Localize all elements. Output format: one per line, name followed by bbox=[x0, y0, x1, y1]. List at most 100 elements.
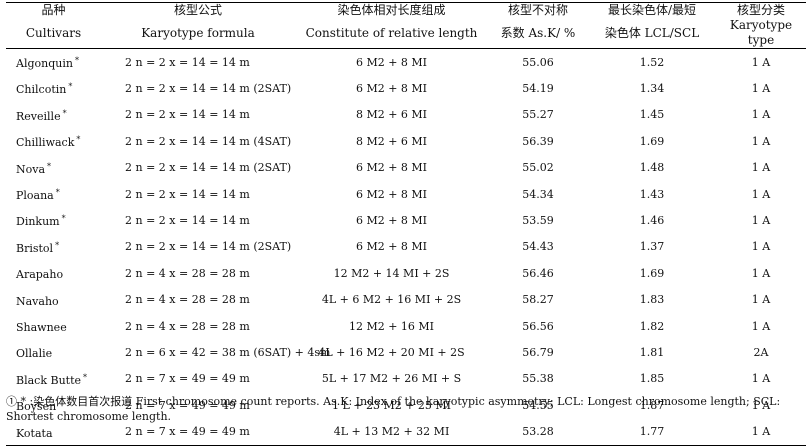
cell-formula: 2 n = 7 x = 49 = 49 m bbox=[125, 372, 250, 386]
cell-asymmetry: 55.27 bbox=[522, 108, 554, 122]
cell-karyotype-type: 1 A bbox=[751, 55, 771, 69]
cell-constitute: 6 M2 + 8 MI bbox=[355, 55, 428, 69]
table-row: Boysen 2 n = 7 x = 49 = 49 m 1 L + 23 M2 +… bbox=[6, 392, 806, 418]
cell-formula: 2 n = 2 x = 14 = 14 m bbox=[125, 213, 250, 227]
cultivar-name: Dinkum bbox=[16, 215, 60, 229]
cell-asymmetry: 56.39 bbox=[522, 134, 554, 148]
cell-cultivar: Reveille * bbox=[6, 102, 101, 128]
cell-karyotype-type: 1 A bbox=[751, 372, 771, 386]
cell-asymmetry: 56.79 bbox=[522, 345, 554, 359]
cell-formula: 2 n = 2 x = 14 = 14 m (2SAT) bbox=[125, 81, 292, 95]
cell-constitute: 5L + 17 M2 + 26 MI + S bbox=[321, 372, 462, 386]
cell-lcl-scl: 1.69 bbox=[639, 266, 665, 280]
cell-constitute: 4L + 6 M2 + 16 MI + 2S bbox=[321, 293, 462, 307]
cell-cultivar: Boysen bbox=[6, 392, 101, 418]
header-constitute-zh: 染色体相对长度组成 bbox=[295, 2, 488, 18]
first-report-mark: * bbox=[83, 372, 88, 382]
cell-constitute: 6 M2 + 8 MI bbox=[355, 161, 428, 175]
cell-asymmetry: 56.56 bbox=[522, 319, 554, 333]
cultivar-name: Kotata bbox=[16, 426, 53, 440]
cell-karyotype-type: 1 A bbox=[751, 187, 771, 201]
cell-formula: 2 n = 2 x = 14 = 14 m (2SAT) bbox=[125, 161, 292, 175]
header-type-en: Karyotype type bbox=[716, 18, 806, 49]
cell-constitute: 12 M2 + 16 MI bbox=[348, 319, 435, 333]
table-row: Chilliwack * 2 n = 2 x = 14 = 14 m (4SAT) 8… bbox=[6, 128, 806, 154]
cell-cultivar: Ploana * bbox=[6, 181, 101, 207]
cultivar-name: Bristol bbox=[16, 241, 54, 255]
cell-karyotype-type: 1 A bbox=[751, 81, 771, 95]
cell-constitute: 8 M2 + 6 MI bbox=[355, 108, 428, 122]
cell-cultivar: Chilcotin * bbox=[6, 75, 101, 101]
cell-formula: 2 n = 2 x = 14 = 14 m (4SAT) bbox=[125, 134, 292, 148]
table-row: Ploana * 2 n = 2 x = 14 = 14 m 6 M2 + 8 MI 5… bbox=[6, 181, 806, 207]
cell-karyotype-type: 1 A bbox=[751, 398, 771, 412]
cell-lcl-scl: 1.82 bbox=[639, 319, 665, 333]
cultivar-name: Black Butte bbox=[16, 373, 82, 387]
cell-asymmetry: 54.43 bbox=[522, 240, 554, 254]
first-report-mark: * bbox=[68, 82, 73, 92]
cell-cultivar: Algonquin * bbox=[6, 49, 101, 76]
cultivar-name: Chilcotin bbox=[16, 83, 67, 97]
cell-cultivar: Arapaho bbox=[6, 260, 101, 286]
table-row: Chilcotin * 2 n = 2 x = 14 = 14 m (2SAT) 6 … bbox=[6, 75, 806, 101]
header-asym-en: 系数 As.K/ % bbox=[488, 18, 588, 49]
cell-karyotype-type: 2A bbox=[753, 345, 769, 359]
header-asym-zh: 核型不对称 bbox=[488, 2, 588, 18]
header-constitute-en: Constitute of relative length bbox=[295, 18, 488, 49]
cell-lcl-scl: 1.34 bbox=[639, 81, 665, 95]
table-row: Shawnee 2 n = 4 x = 28 = 28 m 12 M2 + 16 M… bbox=[6, 313, 806, 339]
cell-karyotype-type: 1 A bbox=[751, 108, 771, 122]
cell-cultivar: Bristol * bbox=[6, 234, 101, 260]
cell-formula: 2 n = 4 x = 28 = 28 m bbox=[125, 266, 250, 280]
cell-asymmetry: 53.59 bbox=[522, 213, 554, 227]
first-report-mark: * bbox=[76, 135, 81, 145]
table-row: Nova * 2 n = 2 x = 14 = 14 m (2SAT) 6 M2 + … bbox=[6, 155, 806, 181]
cell-constitute: 6 M2 + 8 MI bbox=[355, 240, 428, 254]
cell-asymmetry: 58.27 bbox=[522, 293, 554, 307]
cell-asymmetry: 56.46 bbox=[522, 266, 554, 280]
table-row: Reveille * 2 n = 2 x = 14 = 14 m 8 M2 + 6 M… bbox=[6, 102, 806, 128]
table-header: 品种 核型公式 染色体相对长度组成 核型不对称 最长染色体/最短 核型分类 Cu… bbox=[6, 2, 806, 49]
cell-formula: 2 n = 2 x = 14 = 14 m bbox=[125, 187, 250, 201]
cell-constitute: 8 M2 + 6 MI bbox=[355, 134, 428, 148]
cell-cultivar: Nova * bbox=[6, 155, 101, 181]
cell-formula: 2 n = 4 x = 28 = 28 m bbox=[125, 293, 250, 307]
cell-lcl-scl: 1.69 bbox=[639, 134, 665, 148]
cell-formula: 2 n = 2 x = 14 = 14 m (2SAT) bbox=[125, 240, 292, 254]
cell-lcl-scl: 1.37 bbox=[639, 240, 665, 254]
cell-cultivar: Chilliwack * bbox=[6, 128, 101, 154]
karyotype-table: 品种 核型公式 染色体相对长度组成 核型不对称 最长染色体/最短 核型分类 Cu… bbox=[6, 2, 806, 446]
cell-karyotype-type: 1 A bbox=[751, 293, 771, 307]
cell-lcl-scl: 1.87 bbox=[639, 398, 665, 412]
cell-lcl-scl: 1.45 bbox=[639, 108, 665, 122]
cell-cultivar: Ollalie bbox=[6, 339, 101, 365]
table-row: Algonquin * 2 n = 2 x = 14 = 14 m 6 M2 + 8 … bbox=[6, 49, 806, 76]
header-cultivars-zh: 品种 bbox=[6, 2, 101, 18]
cell-constitute: 12 M2 + 14 MI + 2S bbox=[333, 266, 450, 280]
cell-constitute: 1 L + 23 M2 + 25 MI bbox=[331, 398, 452, 412]
cell-lcl-scl: 1.48 bbox=[639, 161, 665, 175]
karyotype-table-wrapper: 品种 核型公式 染色体相对长度组成 核型不对称 最长染色体/最短 核型分类 Cu… bbox=[6, 2, 806, 446]
cultivar-name: Reveille bbox=[16, 109, 61, 123]
cell-formula: 2 n = 4 x = 28 = 28 m bbox=[125, 319, 250, 333]
cell-asymmetry: 54.55 bbox=[522, 398, 554, 412]
table-row: Ollalie 2 n = 6 x = 42 = 38 m (6SAT) + 4s… bbox=[6, 339, 806, 365]
cell-asymmetry: 55.06 bbox=[522, 55, 554, 69]
cell-karyotype-type: 1 A bbox=[751, 213, 771, 227]
cell-asymmetry: 54.34 bbox=[522, 187, 554, 201]
cell-constitute: 4L + 16 M2 + 20 MI + 2S bbox=[318, 345, 465, 359]
cell-karyotype-type: 1 A bbox=[751, 319, 771, 333]
first-report-mark: * bbox=[62, 108, 67, 118]
first-report-mark: * bbox=[55, 240, 60, 250]
cell-asymmetry: 55.38 bbox=[522, 372, 554, 386]
first-report-mark: * bbox=[47, 161, 52, 171]
cell-cultivar: Navaho bbox=[6, 287, 101, 313]
table-body: Algonquin * 2 n = 2 x = 14 = 14 m 6 M2 + 8 … bbox=[6, 49, 806, 446]
cultivar-name: Shawnee bbox=[16, 321, 67, 335]
cell-constitute: 6 M2 + 8 MI bbox=[355, 213, 428, 227]
table-row: Bristol * 2 n = 2 x = 14 = 14 m (2SAT) 6 M2… bbox=[6, 234, 806, 260]
table-row: Navaho 2 n = 4 x = 28 = 28 m 4L + 6 M2 + 1… bbox=[6, 287, 806, 313]
cell-karyotype-type: 1 A bbox=[751, 240, 771, 254]
header-formula-en: Karyotype formula bbox=[101, 18, 295, 49]
cell-cultivar: Shawnee bbox=[6, 313, 101, 339]
